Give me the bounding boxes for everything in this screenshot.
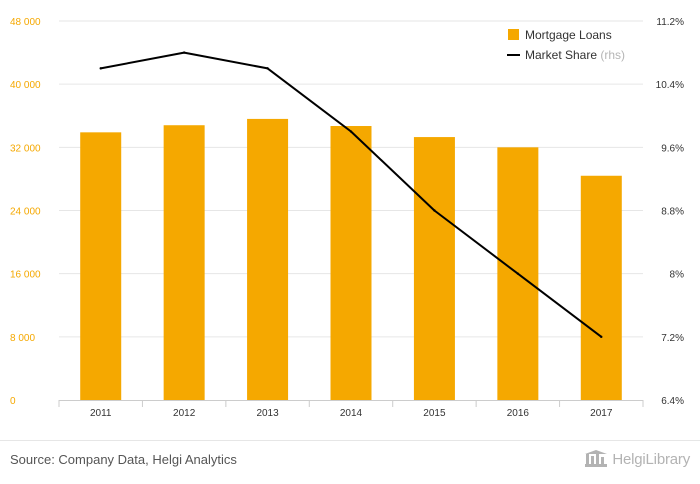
- x-tick-label: 2017: [590, 408, 613, 419]
- source-text: Source: Company Data, Helgi Analytics: [10, 452, 237, 467]
- bar: [247, 118, 289, 401]
- y-right-tick-label: 9.6%: [661, 143, 684, 154]
- bar: [163, 125, 205, 400]
- library-icon: [585, 450, 608, 467]
- bar: [413, 137, 455, 400]
- y-right-tick-label: 8%: [670, 270, 685, 281]
- x-tick-label: 2014: [340, 408, 363, 419]
- y-left-tick-label: 40 000: [10, 80, 41, 91]
- brand-logo: HelgiLibrary: [584, 450, 690, 468]
- x-tick-label: 2013: [256, 408, 279, 419]
- footer: Source: Company Data, Helgi Analytics He…: [0, 440, 700, 484]
- legend-label-mortgage-loans: Mortgage Loans: [525, 28, 612, 42]
- x-tick-label: 2012: [173, 408, 196, 419]
- line-point: [349, 130, 353, 133]
- y-right-tick-label: 11.2%: [656, 17, 684, 28]
- y-left-tick-label: 16 000: [10, 270, 41, 281]
- line-point: [516, 272, 520, 275]
- bar: [80, 132, 122, 401]
- legend-rhs-suffix: (rhs): [600, 48, 625, 62]
- line-point: [266, 67, 269, 70]
- y-left-tick-label: 48 000: [10, 17, 41, 28]
- y-right-tick-label: 6.4%: [661, 396, 684, 407]
- y-right-tick-label: 10.4%: [656, 80, 684, 91]
- y-left-tick-label: 8 000: [10, 333, 35, 344]
- y-right-tick-label: 8.8%: [661, 207, 684, 218]
- y-left-tick-label: 0: [10, 396, 16, 407]
- x-tick-label: 2016: [507, 408, 530, 419]
- x-tick-label: 2015: [423, 408, 446, 419]
- combo-chart: 0 8 000 16 000 24 000 32 000 40 000 48 000 6.4%…: [10, 17, 685, 419]
- x-tick-label: 2011: [90, 408, 112, 419]
- y-left-tick-label: 32 000: [10, 143, 41, 154]
- y-left-tick-label: 24 000: [10, 207, 41, 218]
- line-point: [99, 67, 102, 70]
- y-right-tick-label: 7.2%: [661, 333, 684, 344]
- line-point: [182, 51, 186, 54]
- legend-label-market-share: Market Share (rhs): [525, 48, 625, 62]
- chart-area: 0 8 000 16 000 24 000 32 000 40 000 48 000 6.4%…: [10, 17, 685, 419]
- brand-name: HelgiLibrary: [612, 450, 690, 468]
- line-point: [433, 209, 436, 212]
- bar: [580, 175, 622, 400]
- legend-swatch-mortgage-loans: [508, 29, 519, 40]
- line-point: [600, 335, 603, 339]
- bar: [330, 126, 372, 400]
